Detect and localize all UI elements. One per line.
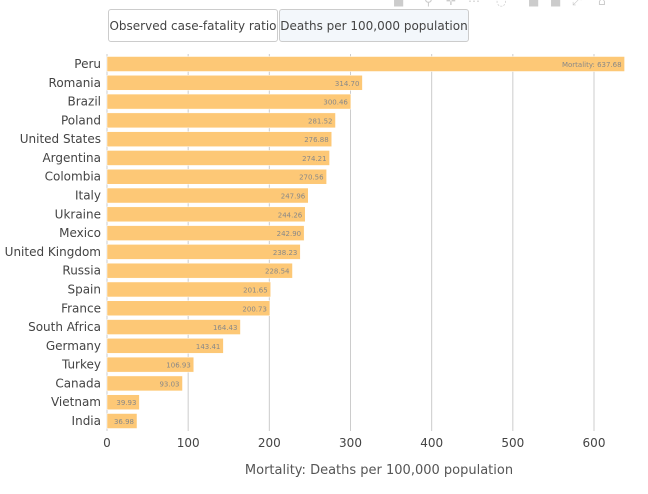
x-tick-label: 200	[258, 436, 281, 450]
y-tick-label: Mexico	[59, 226, 101, 240]
data-label: 228.54	[265, 268, 290, 276]
bar[interactable]	[106, 93, 352, 110]
y-tick-label: South Africa	[28, 320, 101, 334]
y-tick-label: Brazil	[68, 95, 102, 109]
x-tick-label: 500	[501, 436, 524, 450]
data-label: 276.88	[304, 136, 329, 144]
data-label: 314.70	[335, 80, 360, 88]
data-label: 274.21	[302, 155, 327, 163]
bar[interactable]	[106, 225, 305, 241]
home-icon[interactable]: ⌂	[598, 0, 606, 8]
y-tick-label: Canada	[55, 376, 101, 390]
x-tick-label: 400	[420, 436, 443, 450]
bar[interactable]	[106, 319, 241, 335]
y-tick-label: Russia	[62, 264, 101, 278]
lasso-icon[interactable]: ◌	[496, 0, 507, 8]
data-label: 244.26	[278, 211, 303, 219]
y-tick-label: Spain	[67, 282, 101, 296]
bar[interactable]	[106, 112, 336, 129]
data-label: 143.41	[196, 343, 221, 351]
data-label: 281.52	[308, 117, 333, 125]
zoom-in-icon[interactable]: ■	[528, 0, 540, 8]
zoom-out-icon[interactable]: ■	[550, 0, 562, 8]
bar[interactable]	[106, 375, 183, 392]
bar[interactable]	[106, 281, 271, 298]
y-tick-label: Turkey	[61, 358, 101, 372]
data-label: 93.03	[159, 380, 179, 388]
data-label: 270.56	[299, 174, 324, 182]
data-label: 164.43	[213, 324, 238, 332]
y-tick-label: United Kingdom	[5, 245, 101, 259]
y-tick-label: Argentina	[42, 151, 101, 165]
bar[interactable]	[106, 75, 363, 91]
bar[interactable]	[106, 187, 309, 204]
data-label: 36.98	[114, 418, 134, 426]
bar[interactable]	[106, 394, 140, 410]
data-label: 247.96	[281, 193, 306, 201]
data-label: 39.93	[116, 399, 136, 407]
bar[interactable]	[106, 262, 293, 279]
y-tick-label: France	[61, 301, 101, 315]
data-label: Mortality: 637.68	[562, 61, 622, 69]
bar[interactable]	[106, 244, 301, 260]
bar[interactable]	[106, 356, 195, 373]
bar[interactable]	[106, 413, 138, 429]
data-label: 300.46	[323, 99, 348, 107]
y-tick-label: United States	[20, 132, 101, 146]
data-label: 106.93	[166, 362, 191, 370]
zoom-icon[interactable]: ⚲	[424, 0, 433, 8]
y-tick-label: Peru	[74, 57, 101, 71]
case-fatality-ratio-button[interactable]: Observed case-fatality ratio	[108, 9, 278, 42]
bar[interactable]	[106, 338, 224, 354]
y-tick-label: Ukraine	[55, 207, 101, 221]
bar[interactable]	[106, 206, 306, 223]
y-tick-label: Poland	[61, 113, 101, 127]
x-tick-label: 600	[583, 436, 606, 450]
bar[interactable]	[106, 131, 332, 147]
x-tick-label: 100	[177, 436, 200, 450]
y-tick-label: Colombia	[45, 170, 101, 184]
y-tick-label: Vietnam	[51, 395, 101, 409]
x-tick-label: 300	[339, 436, 362, 450]
pan-icon[interactable]: ✛	[446, 0, 457, 8]
data-label: 200.73	[242, 305, 267, 313]
camera-icon[interactable]: ■	[393, 0, 405, 8]
y-tick-label: Italy	[75, 189, 101, 203]
data-label: 238.23	[273, 249, 298, 257]
bar[interactable]	[106, 150, 330, 166]
y-tick-label: Romania	[49, 76, 101, 90]
data-label: 242.90	[277, 230, 302, 238]
box-select-icon[interactable]: ⋯	[468, 0, 480, 8]
y-tick-label: Germany	[46, 339, 101, 353]
bar[interactable]	[106, 168, 327, 185]
deaths-per-100k-button[interactable]: Deaths per 100,000 population	[279, 9, 469, 42]
y-tick-label: India	[72, 414, 101, 428]
x-tick-label: 0	[103, 436, 111, 450]
x-axis-title: Mortality: Deaths per 100,000 population	[245, 463, 513, 478]
autoscale-icon[interactable]: ⤢	[572, 0, 582, 8]
bar[interactable]	[106, 300, 271, 317]
bar[interactable]	[106, 56, 625, 72]
data-label: 201.65	[243, 286, 268, 294]
